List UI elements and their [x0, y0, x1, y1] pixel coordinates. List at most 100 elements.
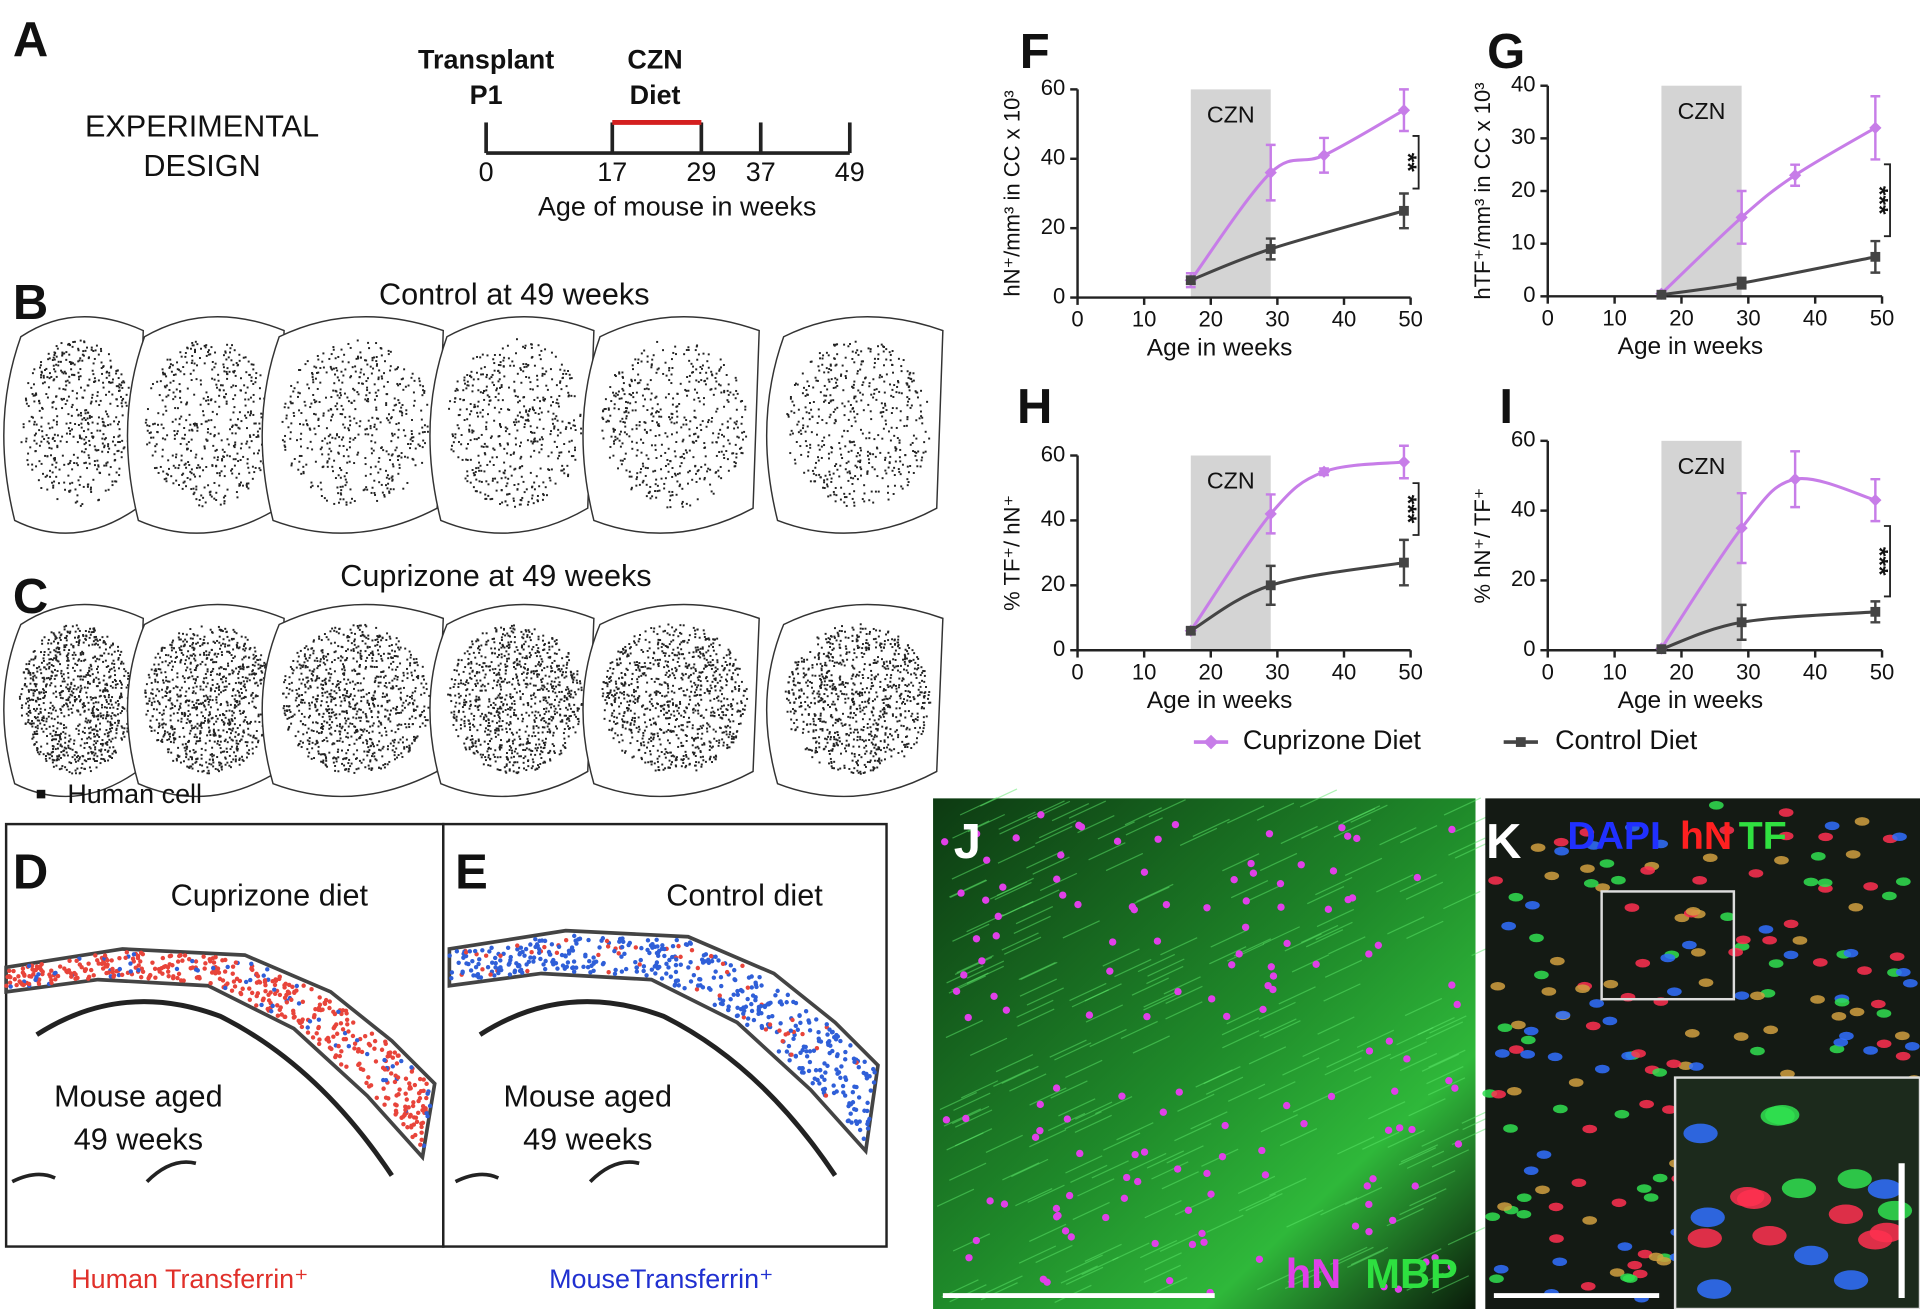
human-cell-dot: [841, 364, 844, 367]
human-cell-dot: [485, 421, 488, 424]
myelin-fiber: [1065, 1266, 1104, 1285]
human-cell-dot: [364, 463, 367, 466]
nucleus: [1810, 852, 1826, 861]
human-cell-dot: [556, 419, 559, 422]
human-cell-dot: [88, 746, 91, 748]
human-cell-dot: [671, 467, 674, 469]
human-cell-dot: [51, 406, 54, 409]
human-cell-dot: [25, 399, 28, 402]
human-cell-dot: [252, 368, 255, 371]
human-cell-dot: [79, 690, 82, 693]
human-cell-dot: [204, 708, 207, 711]
human-cell-dot: [313, 412, 316, 415]
human-cell-dot: [72, 657, 75, 660]
human-cell-dot: [490, 435, 493, 438]
human-cell-dot: [51, 704, 54, 707]
human-cell-dot: [501, 501, 504, 504]
human-cell-dot: [567, 475, 570, 478]
human-cell-dot: [325, 396, 327, 399]
human-cell-dot: [115, 398, 118, 401]
human-cell-dot: [735, 408, 738, 411]
human-cell-dot: [160, 740, 163, 743]
human-cell-dot: [524, 344, 527, 347]
human-cell-dot: [311, 376, 314, 379]
human-cell-dot: [100, 361, 103, 364]
nucleus: [1585, 1021, 1601, 1031]
human-cell-dot: [194, 340, 197, 343]
human-cell-dot: [485, 376, 488, 379]
human-cell-dot: [55, 764, 58, 767]
brain-outline: [261, 316, 445, 534]
human-cell-dot: [30, 698, 33, 701]
human-cell-dot: [157, 412, 160, 415]
human-cell-dot: [94, 725, 97, 728]
human-cell-dot: [693, 388, 696, 391]
human-cell-dot: [559, 368, 562, 371]
human-cell-dot: [58, 734, 61, 737]
nucleus: [1490, 981, 1506, 991]
myelin-fiber: [1396, 1026, 1434, 1046]
human-cell-dot: [856, 372, 859, 375]
human-cell-dot: [23, 671, 26, 674]
human-cell-dot: [94, 735, 97, 738]
human-cell-dot: [568, 373, 571, 376]
human-cell-dot: [25, 668, 28, 671]
human-cell-dot: [56, 757, 59, 760]
human-cell-dot: [542, 427, 545, 430]
hn-nucleus: [1052, 1084, 1061, 1092]
human-cell-dot: [39, 364, 42, 367]
human-cell-dot: [254, 706, 257, 709]
human-cell-dot: [346, 396, 349, 399]
human-cell-dot: [424, 442, 426, 445]
human-cell-dot: [912, 471, 915, 474]
human-cell-dot: [193, 393, 196, 396]
human-cell-dot: [94, 655, 97, 658]
human-cell-dot: [251, 663, 254, 666]
human-cell-dot: [500, 384, 503, 387]
human-cell-dot: [41, 716, 44, 719]
human-cell-dot: [94, 701, 97, 704]
human-cell-dot: [497, 364, 500, 366]
human-cell-dot: [702, 403, 705, 406]
human-cell-dot: [56, 347, 59, 350]
human-cell-dot: [873, 366, 876, 369]
human-cell-dot: [536, 440, 539, 443]
human-cell-dot: [146, 443, 149, 446]
human-cell-dot: [512, 364, 515, 367]
human-cell-dot: [685, 423, 688, 426]
human-cell-dot: [29, 673, 32, 676]
human-cell-dot: [907, 481, 910, 484]
human-cell-dot: [218, 734, 221, 737]
human-cell-dot: [493, 419, 496, 422]
human-cell-dot: [47, 712, 50, 714]
human-cell-dot: [550, 430, 553, 433]
myelin-fiber: [1097, 821, 1135, 840]
human-cell-dot: [612, 440, 615, 443]
human-cell-dot: [413, 379, 416, 382]
human-cell-dot: [534, 440, 537, 443]
human-cell-dot: [38, 444, 41, 447]
human-cell-dot: [58, 468, 61, 471]
human-cell-dot: [152, 708, 155, 711]
human-cell-dot: [45, 685, 48, 688]
human-cell-dot: [26, 459, 29, 462]
human-cell-dot: [466, 474, 469, 477]
human-cell-dot: [825, 351, 828, 354]
human-cell-dot: [843, 501, 846, 504]
human-cell-dot: [177, 708, 180, 711]
human-cell-dot: [165, 472, 168, 475]
human-cell-dot: [347, 400, 350, 403]
human-cell-dot: [481, 353, 484, 356]
human-cell-dot: [102, 386, 105, 389]
myelin-fiber: [995, 1053, 1034, 1073]
human-cell-dot: [660, 443, 663, 446]
human-cell-dot: [186, 447, 189, 450]
human-cell-dot: [48, 667, 51, 670]
human-cell-dot: [185, 419, 188, 422]
human-cell-dot: [194, 750, 197, 753]
nucleus: [1818, 832, 1833, 842]
human-cell-dot: [473, 406, 476, 409]
human-cell-dot: [366, 389, 369, 392]
human-cell-dot: [733, 421, 736, 424]
human-cell-dot: [625, 400, 627, 403]
